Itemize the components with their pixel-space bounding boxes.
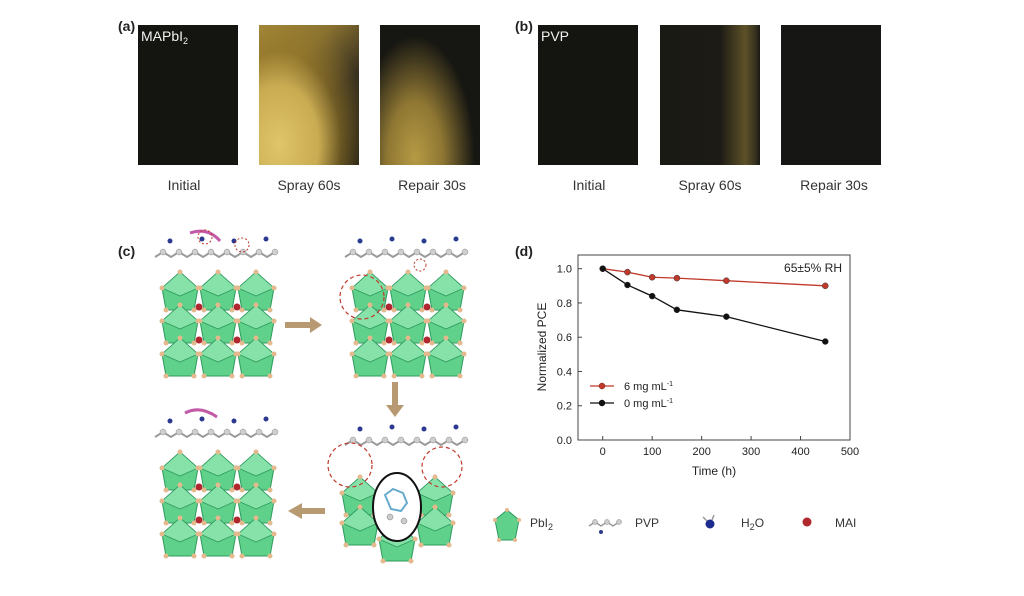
- caption-a-repair: Repair 30s: [398, 177, 466, 193]
- pvp-legend-icon: [588, 519, 622, 534]
- data-point-series-1: [822, 338, 829, 345]
- pvp-legend-label: PVP: [635, 516, 660, 530]
- x-tick-label: 400: [791, 446, 809, 458]
- chart-annotation: 65±5% RH: [784, 261, 842, 275]
- data-point-series-0: [673, 274, 681, 282]
- series-line-0: [602, 268, 826, 287]
- panel-a-label: (a): [118, 18, 136, 34]
- legend-label-6mg: 6 mg mL-1: [624, 381, 673, 393]
- stage-2-structure: [339, 235, 469, 379]
- mai-legend-label: MAI: [835, 516, 857, 530]
- caption-a-spray: Spray 60s: [277, 177, 341, 193]
- series-line-1: [602, 268, 826, 343]
- photo-b-repair: [781, 25, 881, 165]
- photo-b-material-label: PVP: [541, 28, 570, 44]
- data-point-series-1: [648, 292, 656, 300]
- y-tick-label: 0.0: [557, 435, 572, 447]
- pce-chart: 0.0 0.2 0.4 0.6 0.8 1.0 0 100 200 300 400 500 65±5…: [535, 254, 859, 478]
- legend-label-0mg: 0 mg mL-1: [624, 398, 673, 410]
- pbi2-legend-label: PbI2: [530, 516, 554, 532]
- data-point-series-0: [822, 282, 829, 290]
- photo-a-material-label: MAPbI2: [141, 28, 189, 46]
- y-axis-label: Normalized PCE: [535, 303, 549, 392]
- arrow-left: [288, 503, 325, 519]
- caption-a-initial: Initial: [167, 177, 201, 193]
- x-tick-label: 300: [742, 446, 760, 458]
- data-point-series-1: [673, 306, 681, 314]
- caption-b-initial: Initial: [572, 177, 606, 193]
- photo-b-spray: [660, 25, 760, 165]
- photo-a-spray: [259, 25, 359, 165]
- x-axis-label: Time (h): [692, 464, 736, 478]
- data-point-series-0: [624, 268, 631, 276]
- pbi2-legend-icon: [493, 508, 521, 542]
- caption-b-repair: Repair 30s: [800, 177, 868, 193]
- legend-marker-6mg: [598, 382, 606, 390]
- photo-a-repair: [380, 25, 480, 165]
- x-tick-label: 500: [841, 446, 859, 458]
- h2o-legend-icon: [702, 514, 715, 529]
- panel-c-label: (c): [118, 243, 136, 259]
- panel-b-label: (b): [515, 18, 533, 34]
- photo-b-initial: PVP: [538, 25, 638, 165]
- plot-frame: [577, 254, 851, 441]
- mai-legend-icon: [802, 517, 812, 527]
- x-tick-label: 200: [692, 446, 710, 458]
- data-point-series-1: [723, 313, 730, 320]
- data-point-series-0: [648, 274, 656, 281]
- y-tick-label: 0.4: [557, 366, 572, 378]
- x-tick-label: 100: [643, 446, 661, 458]
- stage-4-structure: [154, 408, 279, 559]
- stage-3-structure: [327, 423, 469, 564]
- data-point-series-1: [599, 265, 606, 272]
- y-tick-label: 0.2: [557, 401, 572, 413]
- panel-d-label: (d): [515, 243, 533, 259]
- caption-b-spray: Spray 60s: [678, 177, 742, 193]
- stage-1-structure: [154, 229, 279, 379]
- y-tick-label: 0.6: [557, 332, 572, 344]
- data-point-series-0: [723, 277, 730, 284]
- y-tick-label: 1.0: [557, 264, 572, 276]
- data-point-series-1: [624, 281, 631, 289]
- x-tick-label: 0: [600, 446, 606, 458]
- chart-legend: 6 mg mL-1 0 mg mL-1: [590, 381, 673, 410]
- schematic-diagram: [154, 229, 469, 564]
- arrow-down: [386, 382, 404, 417]
- legend-marker-0mg: [598, 399, 606, 407]
- h2o-legend-label: H2O: [741, 516, 765, 532]
- arrow-right: [285, 317, 322, 333]
- y-tick-label: 0.8: [557, 298, 572, 310]
- photo-a-initial: MAPbI2: [138, 25, 238, 165]
